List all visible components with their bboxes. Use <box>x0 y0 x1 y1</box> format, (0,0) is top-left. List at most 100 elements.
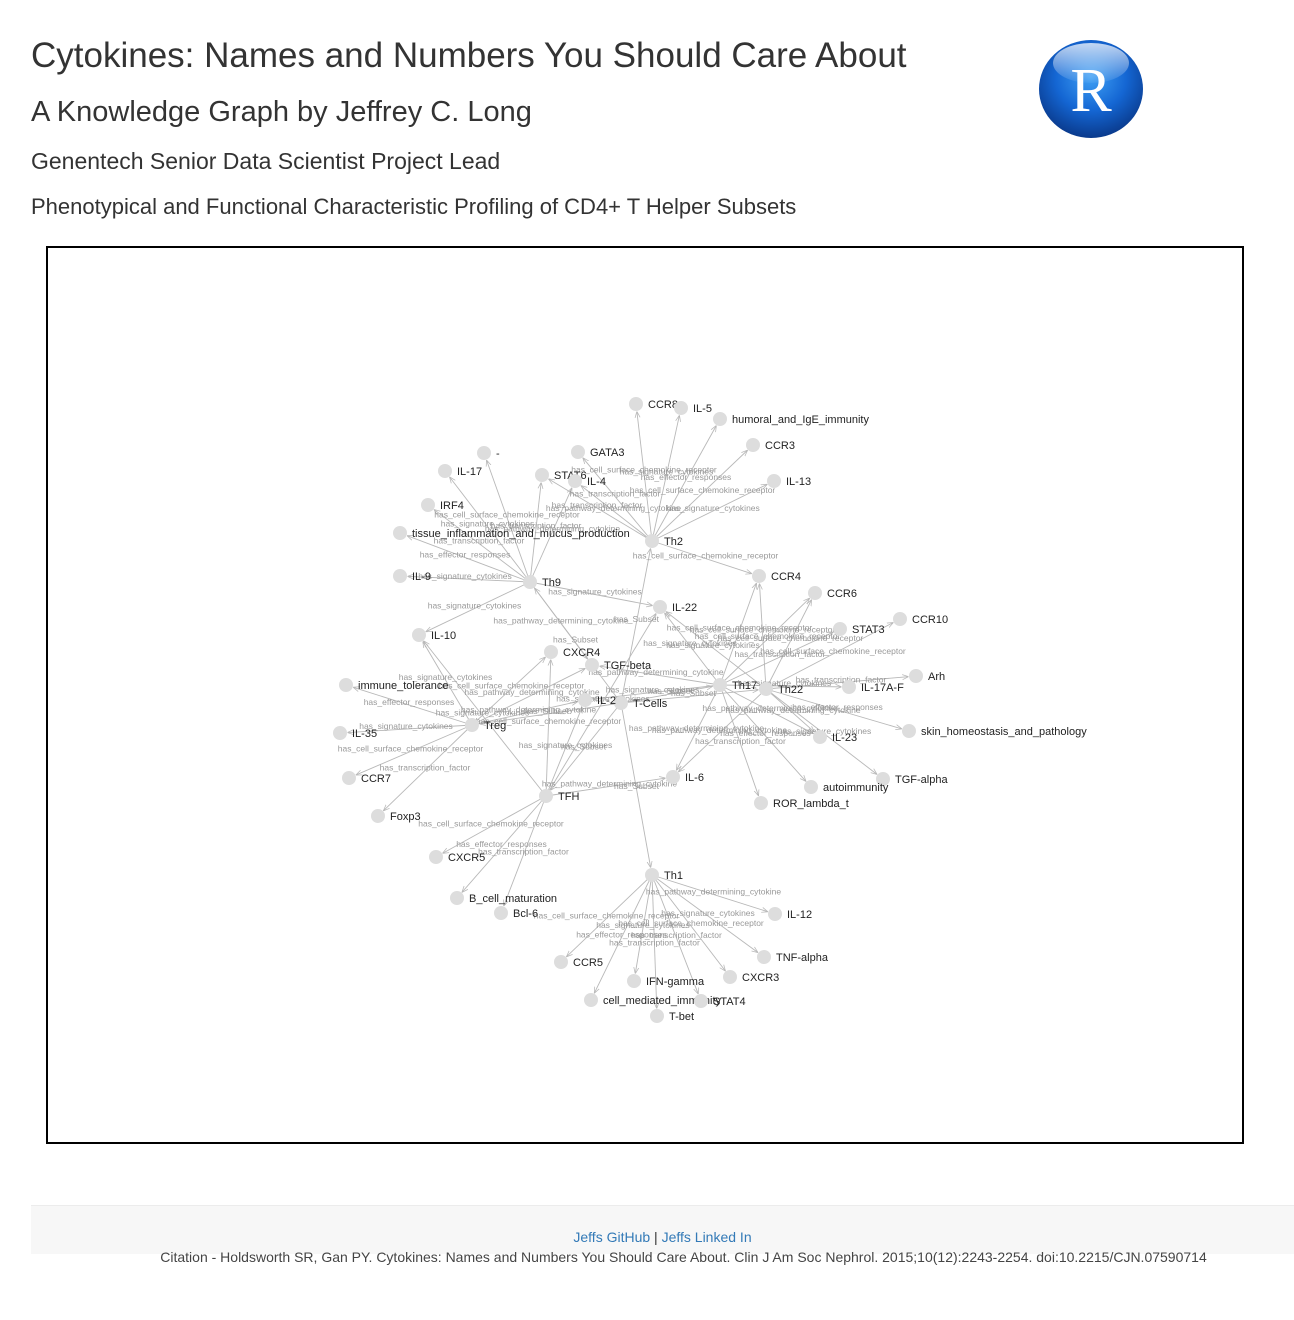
graph-edge[interactable] <box>765 600 811 690</box>
graph-node[interactable]: CCR6 <box>808 586 857 600</box>
graph-edge[interactable] <box>480 702 622 724</box>
graph-node[interactable]: tissue_inflammation_and_mucus_production <box>393 526 630 540</box>
graph-edge[interactable] <box>583 458 653 542</box>
node-circle[interactable] <box>754 796 768 810</box>
graph-edge[interactable] <box>719 632 833 686</box>
graph-edge[interactable] <box>348 724 473 733</box>
graph-edge[interactable] <box>677 684 721 770</box>
graph-edge[interactable] <box>759 584 767 690</box>
graph-edge[interactable] <box>551 702 622 790</box>
graph-node[interactable]: IL-2 <box>578 693 616 707</box>
node-circle[interactable] <box>893 612 907 626</box>
graph-edge[interactable] <box>765 688 814 732</box>
graph-edge[interactable] <box>424 641 547 797</box>
graph-edge[interactable] <box>354 687 473 726</box>
graph-node[interactable]: IL-6 <box>666 770 704 784</box>
graph-node[interactable]: TFH <box>539 789 579 803</box>
graph-node[interactable]: STAT3 <box>833 622 885 636</box>
graph-node[interactable]: Th17 <box>713 678 757 692</box>
graph-edge[interactable] <box>529 483 541 583</box>
node-circle[interactable] <box>723 970 737 984</box>
graph-node[interactable]: ROR_lambda_t <box>754 796 849 810</box>
graph-edge[interactable] <box>651 874 657 1008</box>
graph-node[interactable]: B_cell_maturation <box>450 891 557 905</box>
node-circle[interactable] <box>494 906 508 920</box>
graph-node[interactable]: T-bet <box>650 1009 694 1023</box>
graph-node[interactable]: autoimmunity <box>804 780 889 794</box>
graph-edge[interactable] <box>462 795 547 892</box>
node-circle[interactable] <box>523 575 537 589</box>
node-circle[interactable] <box>876 772 890 786</box>
graph-node[interactable]: IL-17 <box>438 464 482 478</box>
graph-node[interactable]: IL-17A-F <box>842 680 904 694</box>
graph-node[interactable]: TNF-alpha <box>757 950 829 964</box>
graph-edge[interactable] <box>620 702 651 867</box>
graph-edge[interactable] <box>719 684 758 795</box>
node-circle[interactable] <box>759 682 773 696</box>
node-circle[interactable] <box>629 397 643 411</box>
graph-edge[interactable] <box>407 536 531 583</box>
graph-node[interactable]: CCR4 <box>752 569 801 583</box>
node-circle[interactable] <box>585 658 599 672</box>
node-circle[interactable] <box>465 718 479 732</box>
graph-edge[interactable] <box>719 685 841 687</box>
graph-edge[interactable] <box>384 724 473 810</box>
graph-canvas[interactable]: has_cell_surface_chemokine_receptorhas_s… <box>48 248 1242 1142</box>
graph-edge[interactable] <box>651 485 767 542</box>
graph-node[interactable]: Treg <box>465 718 506 732</box>
graph-node[interactable]: IL-9 <box>393 569 431 583</box>
node-circle[interactable] <box>902 724 916 738</box>
graph-node[interactable]: Foxp3 <box>371 809 421 823</box>
node-circle[interactable] <box>666 770 680 784</box>
node-circle[interactable] <box>393 569 407 583</box>
node-circle[interactable] <box>477 446 491 460</box>
graph-edge[interactable] <box>637 412 653 542</box>
node-circle[interactable] <box>614 696 628 710</box>
github-link[interactable]: Jeffs GitHub <box>573 1229 651 1245</box>
graph-edge[interactable] <box>426 581 531 632</box>
graph-edge[interactable] <box>545 614 656 797</box>
graph-edge[interactable] <box>545 778 665 797</box>
graph-edge[interactable] <box>593 684 721 699</box>
graph-edge[interactable] <box>635 874 653 973</box>
graph-edge[interactable] <box>651 540 751 574</box>
graph-node[interactable]: IL-12 <box>768 907 812 921</box>
linkedin-link[interactable]: Jeffs Linked In <box>661 1229 752 1245</box>
graph-node[interactable]: - <box>477 446 500 460</box>
node-circle[interactable] <box>813 730 827 744</box>
node-circle[interactable] <box>544 645 558 659</box>
node-circle[interactable] <box>627 974 641 988</box>
graph-edge[interactable] <box>651 874 758 952</box>
graph-edge[interactable] <box>471 657 545 726</box>
node-circle[interactable] <box>645 868 659 882</box>
graph-node[interactable]: skin_homeostasis_and_pathology <box>902 724 1087 738</box>
node-circle[interactable] <box>767 474 781 488</box>
graph-edge[interactable] <box>545 660 551 797</box>
graph-edge[interactable] <box>443 795 547 853</box>
node-circle[interactable] <box>694 994 708 1008</box>
graph-edge[interactable] <box>665 613 721 686</box>
node-circle[interactable] <box>674 401 688 415</box>
graph-edge[interactable] <box>765 677 908 690</box>
graph-edge[interactable] <box>567 874 653 956</box>
graph-node[interactable]: CXCR3 <box>723 970 779 984</box>
graph-node[interactable]: IL-13 <box>767 474 811 488</box>
graph-node[interactable]: CCR8 <box>629 397 678 411</box>
node-circle[interactable] <box>535 468 549 482</box>
graph-node[interactable]: TGF-beta <box>585 658 652 672</box>
graph-node[interactable]: IL-4 <box>568 474 606 488</box>
node-circle[interactable] <box>757 950 771 964</box>
node-circle[interactable] <box>645 534 659 548</box>
node-circle[interactable] <box>752 569 766 583</box>
node-circle[interactable] <box>554 955 568 969</box>
graph-node[interactable]: CXCR4 <box>544 645 600 659</box>
node-circle[interactable] <box>768 907 782 921</box>
graph-node[interactable]: T-Cells <box>614 696 668 710</box>
node-circle[interactable] <box>568 474 582 488</box>
graph-edge[interactable] <box>356 724 473 775</box>
graph-edge[interactable] <box>651 874 698 994</box>
graph-edge[interactable] <box>666 612 767 690</box>
graph-node[interactable]: Th9 <box>523 575 561 589</box>
graph-node[interactable]: IRF4 <box>421 498 464 512</box>
node-circle[interactable] <box>808 586 822 600</box>
